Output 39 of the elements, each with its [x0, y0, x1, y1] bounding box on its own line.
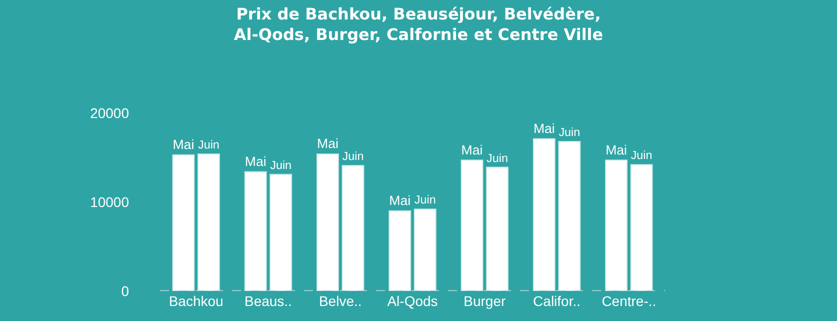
bar [630, 164, 653, 291]
bar [172, 154, 195, 291]
bar [270, 174, 292, 291]
series-label: Juin [198, 138, 220, 152]
text: Juin [558, 126, 580, 139]
text: Juin [342, 150, 364, 164]
y-tick-label: 20000 [90, 104, 130, 121]
x-tick-label: Burger [464, 293, 506, 309]
x-tick-label: Beaus.. [244, 293, 292, 309]
bar [414, 208, 436, 291]
y-tick-label: 10000 [90, 194, 130, 210]
y-tick-label: 0 [121, 282, 130, 299]
text: Mai [244, 154, 266, 169]
chart-title: Prix de Bachkou, Beauséjour, Belvédère, Al-Qods, Burger, Calfornie et Centre Ville [234, 4, 604, 44]
series-label: Mai [317, 136, 338, 152]
text: Mai [533, 120, 555, 136]
bar [532, 138, 556, 291]
text: Juin [414, 194, 436, 207]
text: Mai [389, 193, 411, 208]
bar [605, 160, 628, 291]
x-tick-label: Centre-.. [602, 293, 656, 309]
text: Juin [270, 158, 292, 172]
bar [558, 140, 581, 291]
bar [316, 153, 339, 291]
x-tick-label: Al-Qods [387, 293, 438, 309]
text: Juin [630, 149, 652, 162]
text: Mai [461, 142, 483, 158]
bar [342, 165, 364, 291]
bar [486, 166, 508, 291]
text: Juin [486, 152, 508, 165]
x-tick-label: Belve.. [318, 293, 362, 309]
x-tick-label: Califor.. [533, 293, 581, 309]
x-tick-label: Bachkou [168, 293, 224, 309]
bar [388, 210, 412, 291]
text: Mai [606, 142, 628, 158]
bar [244, 171, 267, 291]
text: Mai [172, 136, 194, 152]
bar [460, 160, 484, 291]
bar [197, 153, 220, 291]
